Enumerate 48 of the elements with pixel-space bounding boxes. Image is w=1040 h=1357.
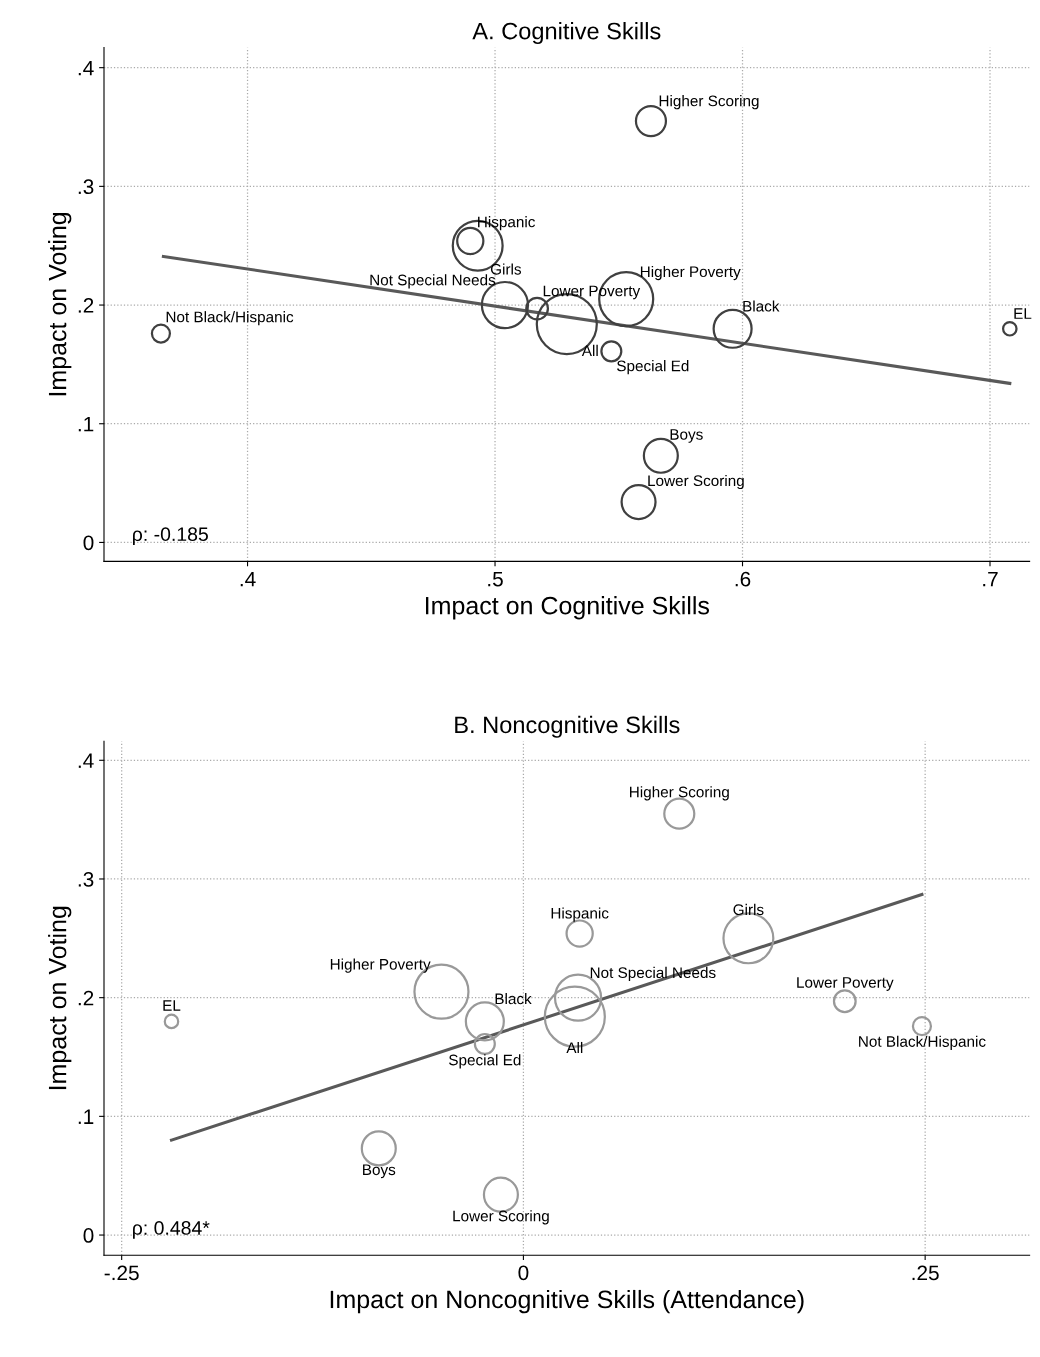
series-label: Not Black/Hispanic	[166, 311, 294, 326]
series-label: Lower Scoring	[648, 474, 744, 490]
y-tick-label: 0	[83, 1228, 94, 1243]
x-tick-label: .7	[983, 571, 998, 587]
series-label: Black	[743, 300, 780, 312]
y-tick-label: .4	[78, 753, 94, 768]
y-tick-label: .2	[78, 298, 94, 313]
x-tick-label: -.25	[104, 1265, 139, 1281]
series-label: Girls	[733, 903, 764, 916]
series-label: Higher Poverty	[640, 265, 741, 281]
series-label: Boys	[363, 1164, 396, 1179]
series-label: Not Special Needs	[370, 274, 496, 289]
y-tick-label: .3	[78, 179, 94, 195]
x-tick-label: .4	[240, 571, 256, 587]
y-tick-label: .4	[78, 60, 94, 76]
series-label: EL	[163, 1000, 181, 1011]
y-axis-title: Impact on Voting	[48, 906, 72, 1090]
chart-title: A. Cognitive Skills	[472, 22, 661, 45]
series-label: Lower Scoring	[453, 1210, 549, 1225]
series-label: Hispanic	[551, 907, 609, 922]
y-tick-label: .1	[78, 1109, 94, 1124]
series-label: Not Black/Hispanic	[859, 1035, 986, 1050]
annotation: ρ: -0.185	[133, 527, 208, 545]
x-tick-label: .25	[912, 1265, 939, 1281]
series-label: Special Ed	[617, 360, 689, 375]
y-tick-label: .1	[78, 416, 94, 432]
series-label: Higher Poverty	[330, 958, 431, 973]
x-tick-label: .6	[735, 571, 751, 587]
y-axis-title: Impact on Voting	[48, 212, 72, 396]
series-label: Higher Scoring	[630, 786, 729, 801]
series-label: Black	[495, 993, 532, 1005]
x-tick-label: 0	[518, 1265, 529, 1281]
series-label: All	[566, 1041, 583, 1054]
series-label: EL	[1014, 308, 1032, 319]
x-tick-label: .5	[488, 571, 503, 587]
series-label: Boys	[670, 429, 703, 443]
chart-title: B. Noncognitive Skills	[455, 715, 680, 738]
y-tick-label: 0	[83, 535, 94, 551]
x-axis-title: Impact on Noncognitive Skills (Attendance)	[330, 1289, 804, 1314]
annotation: ρ: 0.484*	[133, 1221, 210, 1239]
series-label: Lower Poverty	[797, 977, 894, 991]
series-label: All	[581, 344, 598, 356]
series-label: Higher Scoring	[659, 95, 759, 110]
x-axis-title: Impact on Cognitive Skills	[426, 596, 710, 620]
series-label: Special Ed	[449, 1054, 521, 1069]
series-label: Girls	[490, 263, 522, 275]
y-tick-label: .3	[78, 871, 94, 887]
y-tick-label: .2	[78, 990, 94, 1006]
